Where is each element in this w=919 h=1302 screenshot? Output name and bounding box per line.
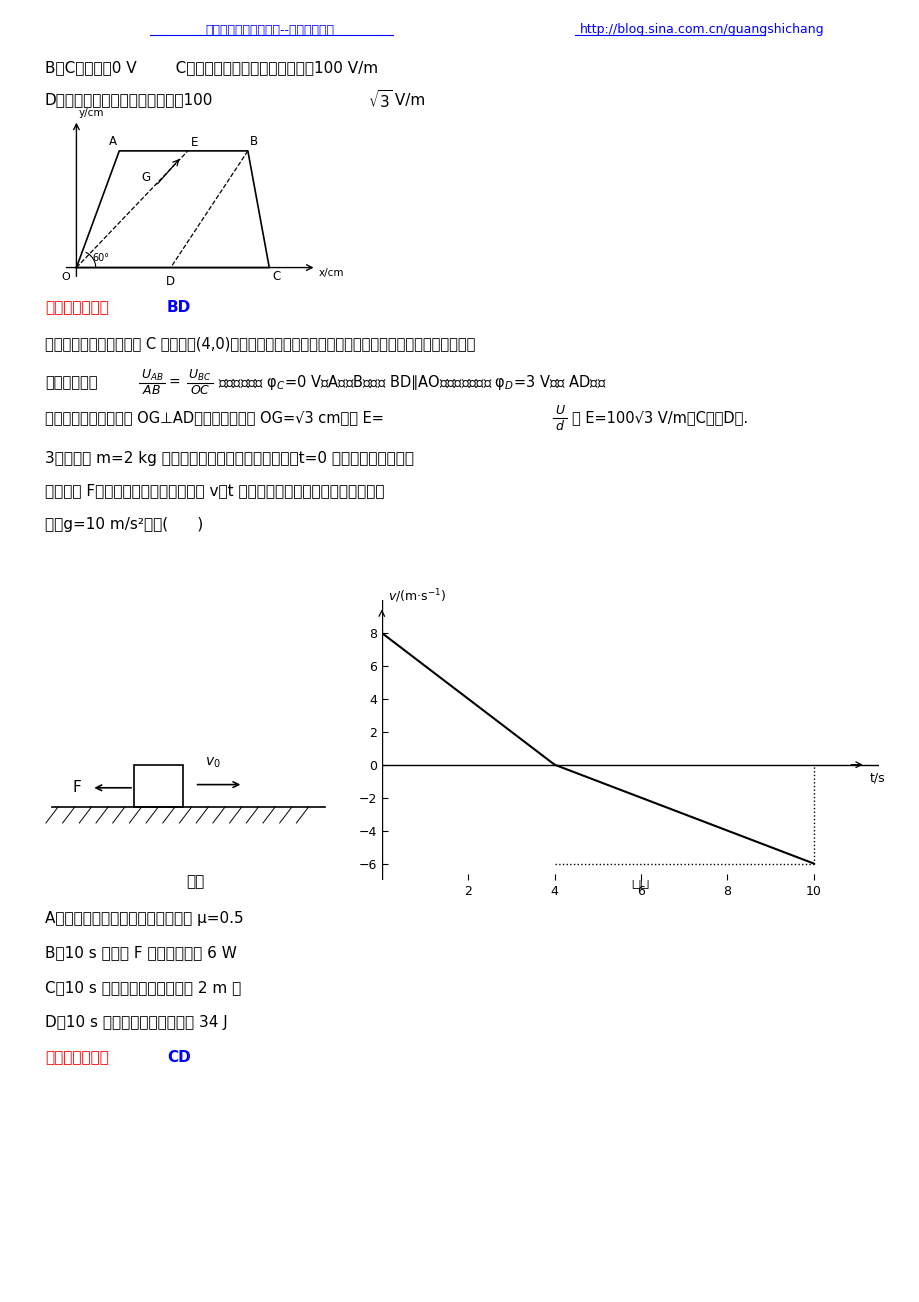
Text: G: G xyxy=(142,171,151,184)
Text: V/m: V/m xyxy=(390,92,425,108)
Text: B: B xyxy=(250,135,258,148)
Text: $v$/(m·s$^{-1}$): $v$/(m·s$^{-1}$) xyxy=(388,587,446,605)
Text: $v_0$: $v_0$ xyxy=(205,755,221,771)
Text: A．物体与水平面间的动摩擦因数为 μ=0.5: A．物体与水平面间的动摩擦因数为 μ=0.5 xyxy=(45,910,244,926)
Text: C．10 s 末物体在计时起点左侧 2 m 处: C．10 s 末物体在计时起点左侧 2 m 处 xyxy=(45,980,241,996)
Text: D．该匀强电场的电场强度大小为100: D．该匀强电场的电场强度大小为100 xyxy=(45,92,213,108)
Text: y/cm: y/cm xyxy=(78,108,104,118)
Text: 图乙: 图乙 xyxy=(630,875,649,889)
Text: t/s: t/s xyxy=(869,771,885,784)
Text: 向，g=10 m/s²，则(      ): 向，g=10 m/s²，则( ) xyxy=(45,517,203,531)
Text: 得 E=100√3 V/m，C错、D对.: 得 E=100√3 V/m，C错、D对. xyxy=(572,410,747,426)
Text: x/cm: x/cm xyxy=(318,268,344,279)
Text: $\sqrt{3}$: $\sqrt{3}$ xyxy=(368,89,392,111)
Text: 左的恒力 F，如图甲所示，此后物体的 v－t 图象如图乙所示，取水平向右为正方: 左的恒力 F，如图甲所示，此后物体的 v－t 图象如图乙所示，取水平向右为正方 xyxy=(45,483,384,499)
Text: 成正比，所以: 成正比，所以 xyxy=(45,375,97,391)
Text: $d$: $d$ xyxy=(554,419,564,434)
Text: ，代入数值得 φ$_C$=0 V，A错、B对；作 BD∥AO，如图所示，则 φ$_D$=3 V，即 AD是一: ，代入数值得 φ$_C$=0 V，A错、B对；作 BD∥AO，如图所示，则 φ$… xyxy=(218,374,607,392)
Text: C: C xyxy=(272,270,280,283)
Text: D: D xyxy=(166,275,176,288)
Bar xyxy=(134,766,182,807)
Text: E: E xyxy=(191,135,199,148)
Text: D．10 s 内物体克服摩擦力做功 34 J: D．10 s 内物体克服摩擦力做功 34 J xyxy=(45,1016,228,1030)
Text: 高中物理资源下载平台--光世昌的博客: 高中物理资源下载平台--光世昌的博客 xyxy=(205,23,335,36)
Text: 【参考答案】：: 【参考答案】： xyxy=(45,301,108,315)
Text: 等势线，电场强度方向 OG⊥AD，由几何关系得 OG=√3 cm，由 E=: 等势线，电场强度方向 OG⊥AD，由几何关系得 OG=√3 cm，由 E= xyxy=(45,410,383,426)
Text: 【参考答案】：: 【参考答案】： xyxy=(45,1051,108,1065)
Text: F: F xyxy=(72,780,81,796)
Text: $U$: $U$ xyxy=(554,404,565,417)
Text: BD: BD xyxy=(167,301,191,315)
Text: http://blog.sina.com.cn/guangshichang: http://blog.sina.com.cn/guangshichang xyxy=(579,23,823,36)
Text: A: A xyxy=(109,135,117,148)
Text: 【名师解析】由题意可知 C 点坐标为(4,0)，在匀强电场中，任意两条平行的线段，两点间电势差与其长度: 【名师解析】由题意可知 C 点坐标为(4,0)，在匀强电场中，任意两条平行的线段… xyxy=(45,336,475,352)
Text: B．10 s 末恒力 F 的瞬时功率为 6 W: B．10 s 末恒力 F 的瞬时功率为 6 W xyxy=(45,945,236,961)
Text: 60°: 60° xyxy=(93,253,109,263)
Text: 图甲: 图甲 xyxy=(186,875,204,889)
Text: B．C点电势为0 V        C．该匀强电场的电场强度大小为100 V/m: B．C点电势为0 V C．该匀强电场的电场强度大小为100 V/m xyxy=(45,60,378,76)
Text: $U_{BC}$: $U_{BC}$ xyxy=(188,367,211,383)
Text: 3．质量为 m=2 kg 的物体沿水平面向右做直线运动，t=0 时刻受到一个水平向: 3．质量为 m=2 kg 的物体沿水平面向右做直线运动，t=0 时刻受到一个水平… xyxy=(45,450,414,466)
Text: $OC$: $OC$ xyxy=(189,384,210,397)
Text: O: O xyxy=(62,272,70,283)
Text: $U_{AB}$: $U_{AB}$ xyxy=(141,367,164,383)
Text: =: = xyxy=(169,376,180,391)
Text: $AB$: $AB$ xyxy=(142,384,162,397)
Text: CD: CD xyxy=(167,1051,190,1065)
